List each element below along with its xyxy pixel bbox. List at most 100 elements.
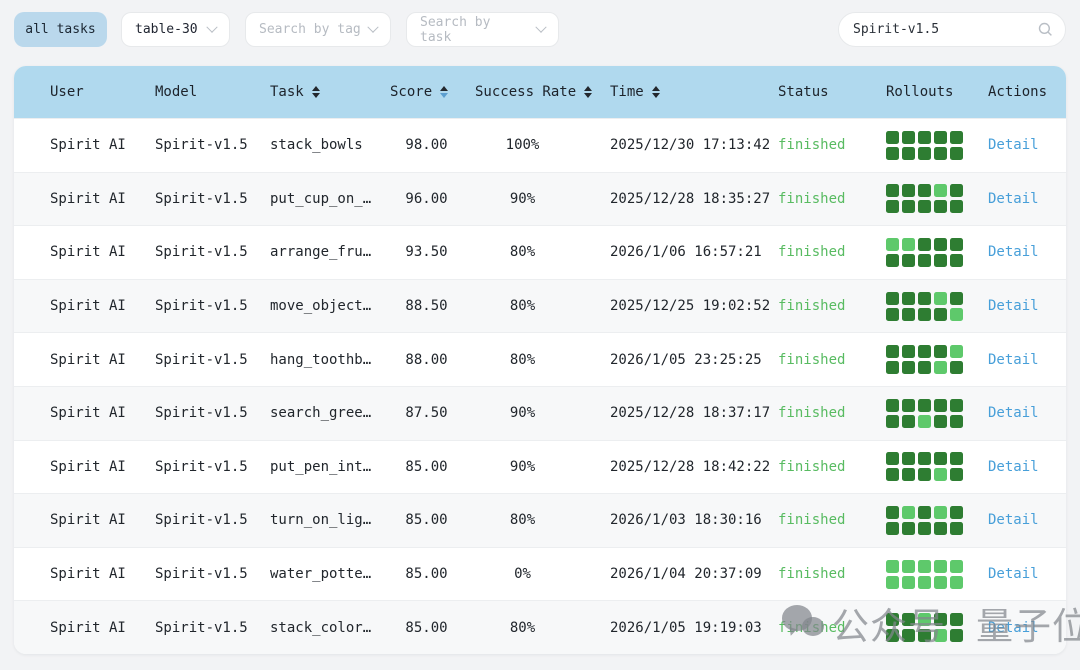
- rollout-fail-square[interactable]: [902, 505, 915, 519]
- rollout-success-square[interactable]: [918, 237, 931, 251]
- rollout-success-square[interactable]: [934, 613, 947, 627]
- column-header-task[interactable]: Task: [270, 84, 390, 100]
- rollout-success-square[interactable]: [950, 146, 963, 160]
- rollout-fail-square[interactable]: [902, 559, 915, 573]
- rollout-success-square[interactable]: [934, 398, 947, 412]
- rollout-success-square[interactable]: [902, 398, 915, 412]
- rollout-success-square[interactable]: [918, 200, 931, 214]
- rollout-success-square[interactable]: [950, 200, 963, 214]
- rollout-fail-square[interactable]: [934, 468, 947, 482]
- rollout-fail-square[interactable]: [918, 575, 931, 589]
- rollout-success-square[interactable]: [902, 130, 915, 144]
- detail-link[interactable]: Detail: [988, 244, 1039, 261]
- rollout-fail-square[interactable]: [918, 613, 931, 627]
- rollout-success-square[interactable]: [902, 452, 915, 466]
- rollout-fail-square[interactable]: [950, 345, 963, 359]
- rollout-fail-square[interactable]: [886, 575, 899, 589]
- detail-link[interactable]: Detail: [988, 351, 1039, 368]
- rollout-success-square[interactable]: [902, 629, 915, 643]
- rollout-success-square[interactable]: [918, 521, 931, 535]
- all-tasks-button[interactable]: all tasks: [14, 12, 107, 47]
- rollout-success-square[interactable]: [950, 452, 963, 466]
- rollout-fail-square[interactable]: [934, 184, 947, 198]
- rollout-success-square[interactable]: [950, 398, 963, 412]
- rollout-success-square[interactable]: [950, 521, 963, 535]
- rollout-success-square[interactable]: [934, 345, 947, 359]
- column-header-score[interactable]: Score: [390, 84, 475, 100]
- rollout-success-square[interactable]: [918, 452, 931, 466]
- detail-link[interactable]: Detail: [988, 512, 1039, 529]
- rollout-success-square[interactable]: [902, 253, 915, 267]
- detail-link[interactable]: Detail: [988, 458, 1039, 475]
- rollout-success-square[interactable]: [918, 146, 931, 160]
- rollout-success-square[interactable]: [918, 307, 931, 321]
- rollout-success-square[interactable]: [934, 253, 947, 267]
- rollout-success-square[interactable]: [934, 414, 947, 428]
- rollout-success-square[interactable]: [886, 345, 899, 359]
- search-by-task-dropdown[interactable]: Search by task: [406, 12, 559, 47]
- rollout-fail-square[interactable]: [934, 629, 947, 643]
- rollout-success-square[interactable]: [918, 184, 931, 198]
- rollout-success-square[interactable]: [902, 468, 915, 482]
- rollout-success-square[interactable]: [918, 291, 931, 305]
- rollout-success-square[interactable]: [886, 505, 899, 519]
- rollout-success-square[interactable]: [950, 468, 963, 482]
- detail-link[interactable]: Detail: [988, 137, 1039, 154]
- rollout-success-square[interactable]: [950, 291, 963, 305]
- rollout-success-square[interactable]: [886, 398, 899, 412]
- rollout-fail-square[interactable]: [902, 575, 915, 589]
- rollout-success-square[interactable]: [950, 361, 963, 375]
- column-header-time[interactable]: Time: [610, 84, 778, 100]
- rollout-success-square[interactable]: [950, 253, 963, 267]
- rollout-success-square[interactable]: [918, 130, 931, 144]
- table-select-dropdown[interactable]: table-30: [121, 12, 230, 47]
- rollout-success-square[interactable]: [886, 146, 899, 160]
- rollout-success-square[interactable]: [902, 345, 915, 359]
- rollout-success-square[interactable]: [934, 307, 947, 321]
- detail-link[interactable]: Detail: [988, 405, 1039, 422]
- search-by-tag-dropdown[interactable]: Search by tag: [245, 12, 391, 47]
- rollout-success-square[interactable]: [918, 629, 931, 643]
- model-search-input[interactable]: [853, 22, 1023, 37]
- rollout-success-square[interactable]: [902, 361, 915, 375]
- rollout-success-square[interactable]: [902, 521, 915, 535]
- rollout-success-square[interactable]: [918, 345, 931, 359]
- rollout-success-square[interactable]: [902, 146, 915, 160]
- rollout-success-square[interactable]: [950, 629, 963, 643]
- rollout-success-square[interactable]: [918, 361, 931, 375]
- rollout-success-square[interactable]: [902, 414, 915, 428]
- rollout-success-square[interactable]: [886, 253, 899, 267]
- model-search-box[interactable]: [838, 12, 1066, 47]
- rollout-fail-square[interactable]: [934, 505, 947, 519]
- rollout-success-square[interactable]: [902, 613, 915, 627]
- rollout-success-square[interactable]: [934, 521, 947, 535]
- rollout-success-square[interactable]: [934, 237, 947, 251]
- rollout-success-square[interactable]: [934, 146, 947, 160]
- rollout-success-square[interactable]: [886, 184, 899, 198]
- rollout-fail-square[interactable]: [934, 361, 947, 375]
- rollout-fail-square[interactable]: [934, 559, 947, 573]
- rollout-fail-square[interactable]: [918, 559, 931, 573]
- rollout-success-square[interactable]: [886, 291, 899, 305]
- rollout-fail-square[interactable]: [950, 307, 963, 321]
- detail-link[interactable]: Detail: [988, 298, 1039, 315]
- rollout-success-square[interactable]: [950, 505, 963, 519]
- detail-link[interactable]: Detail: [988, 619, 1039, 636]
- rollout-success-square[interactable]: [902, 291, 915, 305]
- rollout-success-square[interactable]: [934, 130, 947, 144]
- column-header-success-rate[interactable]: Success Rate: [475, 84, 610, 100]
- rollout-success-square[interactable]: [886, 521, 899, 535]
- rollout-success-square[interactable]: [886, 361, 899, 375]
- rollout-success-square[interactable]: [918, 468, 931, 482]
- rollout-fail-square[interactable]: [934, 575, 947, 589]
- rollout-success-square[interactable]: [886, 613, 899, 627]
- rollout-success-square[interactable]: [902, 184, 915, 198]
- rollout-success-square[interactable]: [886, 629, 899, 643]
- rollout-fail-square[interactable]: [934, 291, 947, 305]
- rollout-success-square[interactable]: [918, 398, 931, 412]
- rollout-success-square[interactable]: [902, 307, 915, 321]
- rollout-fail-square[interactable]: [886, 237, 899, 251]
- rollout-success-square[interactable]: [886, 452, 899, 466]
- rollout-success-square[interactable]: [950, 613, 963, 627]
- rollout-success-square[interactable]: [886, 307, 899, 321]
